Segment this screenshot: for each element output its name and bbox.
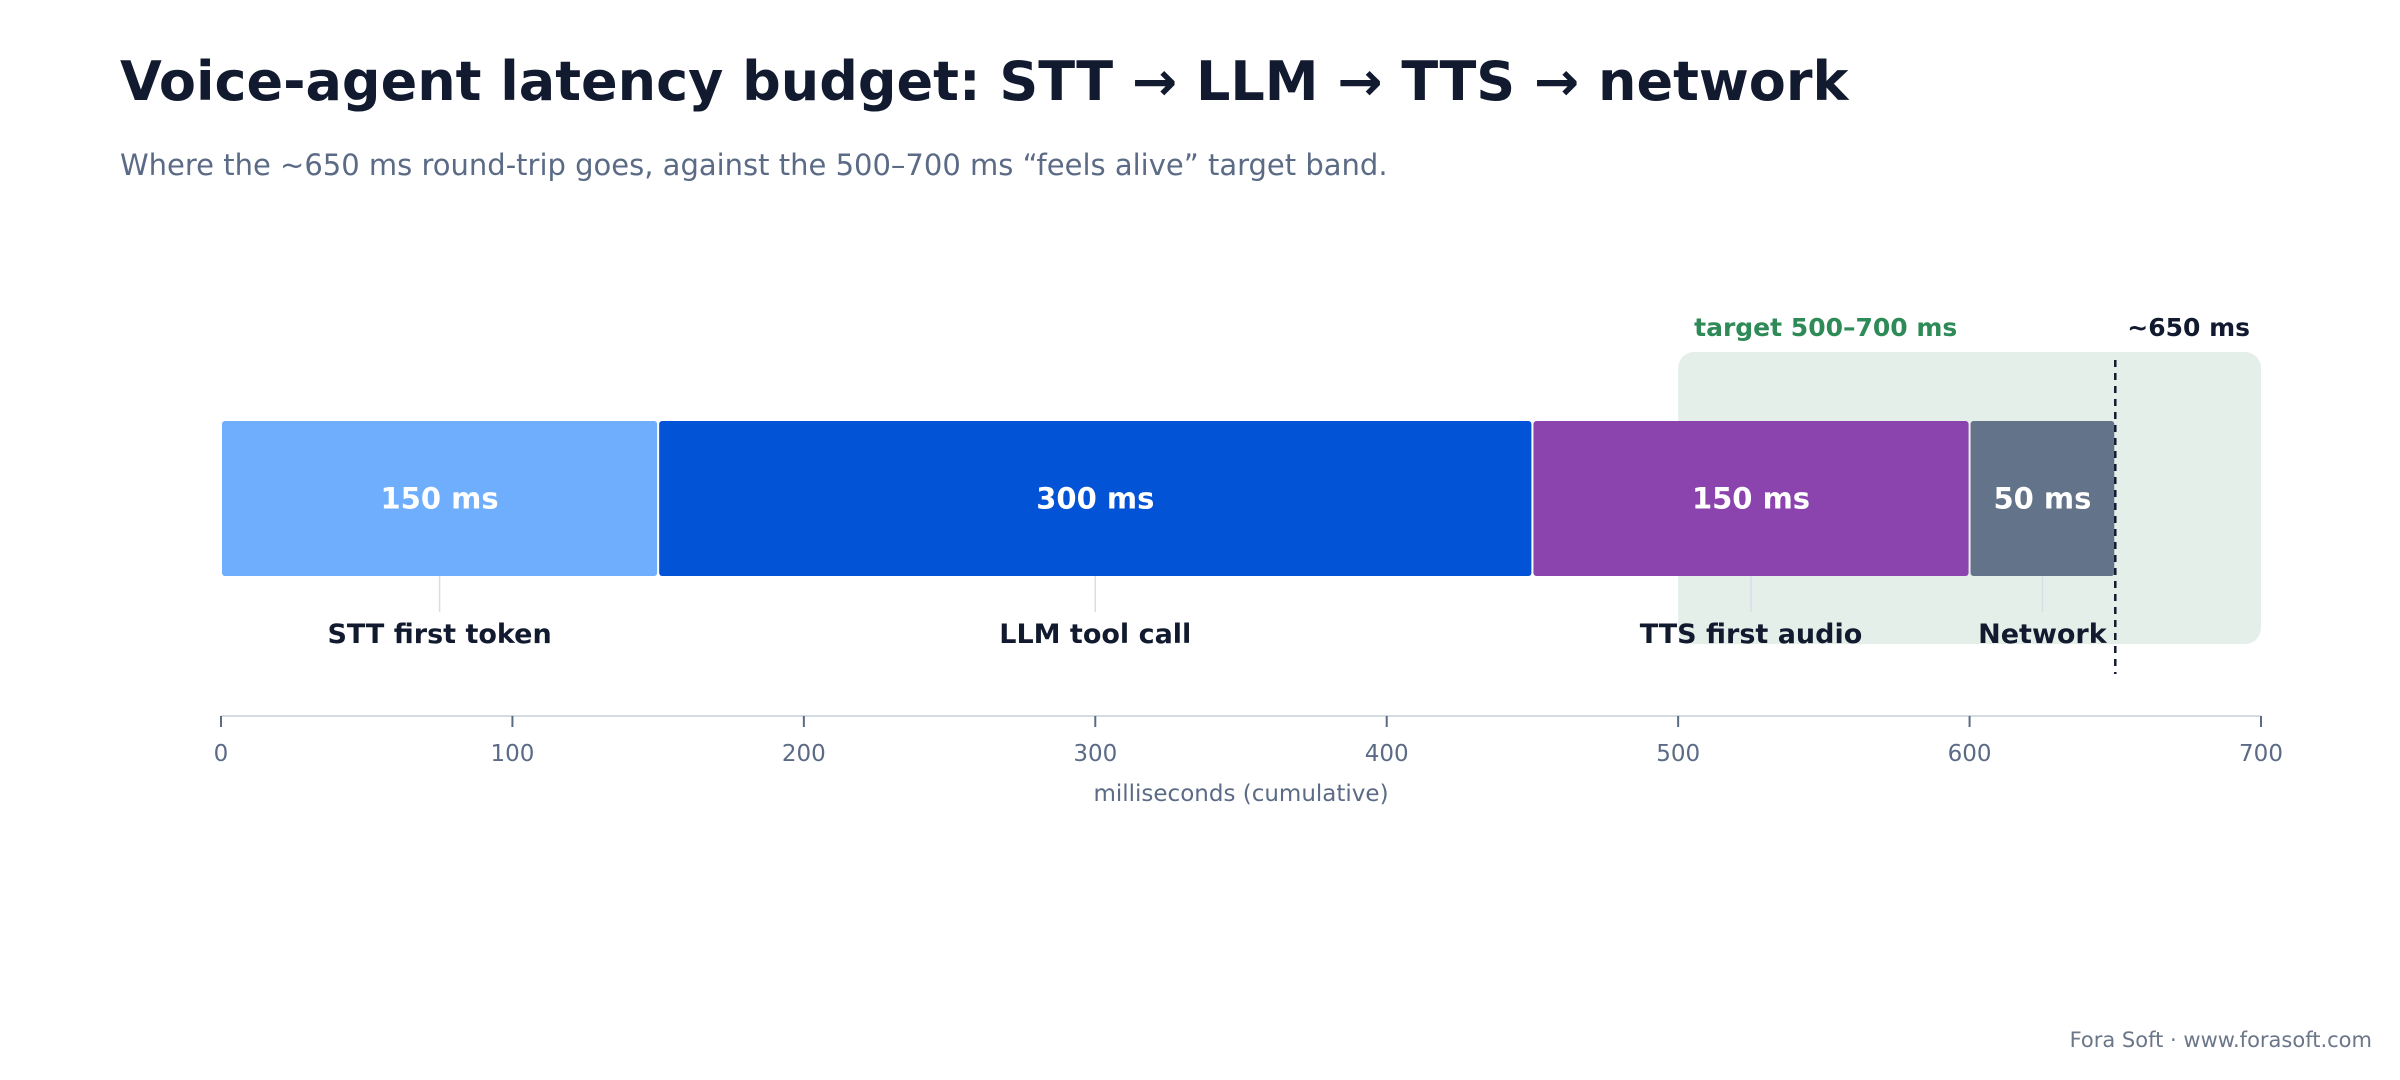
x-axis: 0 100 200 300 400 500 600 700 milliseconds (cumu… <box>214 715 2283 807</box>
category-label: Network <box>1978 619 2108 650</box>
category-label: TTS first audio <box>1640 619 1863 650</box>
page-subtitle: Where the ~650 ms round-trip goes, again… <box>120 148 1388 182</box>
bar-value-label: 300 ms <box>1036 482 1154 516</box>
bar-value-label: 50 ms <box>1993 482 2091 516</box>
category-label: STT first token <box>327 619 551 650</box>
x-tick-label: 500 <box>1656 741 1700 767</box>
x-tick-label: 700 <box>2239 741 2283 767</box>
bar-layer: 150 ms STT first token 300 ms LLM tool call… <box>222 421 2115 650</box>
total-marker-label: ~650 ms <box>2127 313 2250 342</box>
category-label: LLM tool call <box>999 619 1191 650</box>
bar-value-label: 150 ms <box>381 482 499 516</box>
bar-value-label: 150 ms <box>1692 482 1810 516</box>
bar-segment <box>659 421 1532 576</box>
bar-segment <box>1970 421 2115 576</box>
bar-segment <box>1533 421 1969 576</box>
page-title: Voice-agent latency budget: STT → LLM → … <box>120 50 1849 113</box>
x-axis-title: milliseconds (cumulative) <box>1093 781 1388 807</box>
marker-layer: ~650 ms <box>2114 313 2250 674</box>
footer-credit: Fora Soft · www.forasoft.com <box>2069 1028 2372 1052</box>
x-tick-label: 400 <box>1365 741 1409 767</box>
x-tick-label: 300 <box>1073 741 1117 767</box>
x-tick-label: 100 <box>490 741 534 767</box>
x-tick-label: 200 <box>782 741 826 767</box>
x-tick-label: 0 <box>214 741 229 767</box>
bar-segment <box>222 421 658 576</box>
x-tick-label: 600 <box>1948 741 1992 767</box>
target-band-label: target 500–700 ms <box>1694 313 1957 342</box>
